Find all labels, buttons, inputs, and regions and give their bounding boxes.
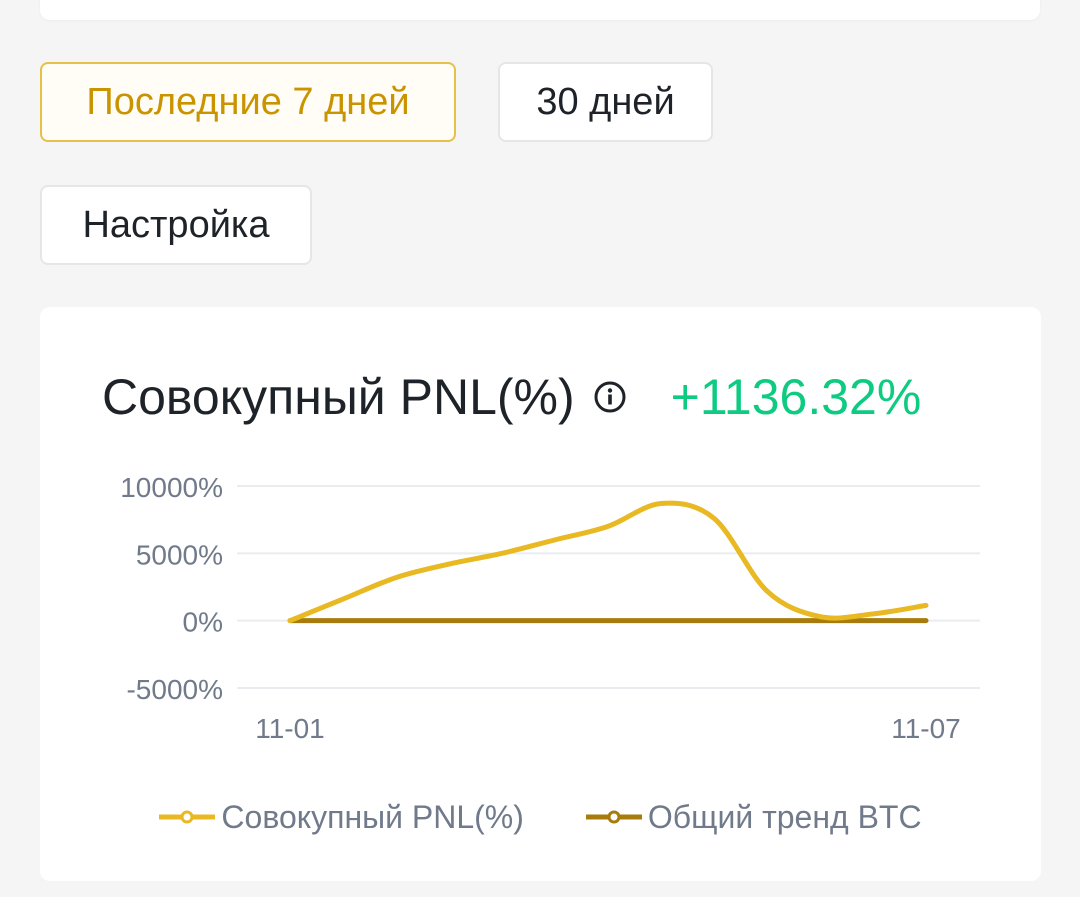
y-tick-label: 5000% <box>136 539 223 570</box>
legend-btc-swatch-icon <box>585 810 642 824</box>
y-tick-label: 0% <box>183 607 223 638</box>
legend-item-pnl[interactable]: Совокупный PNL(%) <box>159 798 524 836</box>
x-tick-label: 11-07 <box>891 713 961 744</box>
chart-header: Совокупный PNL(%) +1136.32% <box>102 367 921 427</box>
pnl-chart: 10000% 5000% 0% -5000% 11-01 11-07 <box>120 472 980 744</box>
info-icon[interactable] <box>593 380 627 414</box>
legend-pnl-swatch-icon <box>159 810 216 824</box>
cumulative-pnl-card: Совокупный PNL(%) +1136.32% 10000% 5000% 0… <box>40 307 1041 881</box>
y-tick-label: -5000% <box>126 674 223 705</box>
legend-btc-label: Общий тренд BTC <box>647 798 922 835</box>
chart-title: Совокупный PNL(%) <box>102 369 575 425</box>
cumulative-pnl-value: +1136.32% <box>670 369 922 425</box>
previous-card <box>40 0 1040 20</box>
filter-custom-button[interactable]: Настройка <box>40 185 312 265</box>
series-pnl-line <box>287 500 929 624</box>
chart-legend: Совокупный PNL(%) Общий тренд BTC <box>40 797 1041 837</box>
filter-30-days-button[interactable]: 30 дней <box>498 62 713 142</box>
filter-last-7-days-button[interactable]: Последние 7 дней <box>40 62 456 142</box>
legend-pnl-label: Совокупный PNL(%) <box>221 798 524 835</box>
legend-item-btc[interactable]: Общий тренд BTC <box>585 798 922 836</box>
x-tick-label: 11-01 <box>255 713 325 744</box>
y-tick-label: 10000% <box>120 472 223 503</box>
